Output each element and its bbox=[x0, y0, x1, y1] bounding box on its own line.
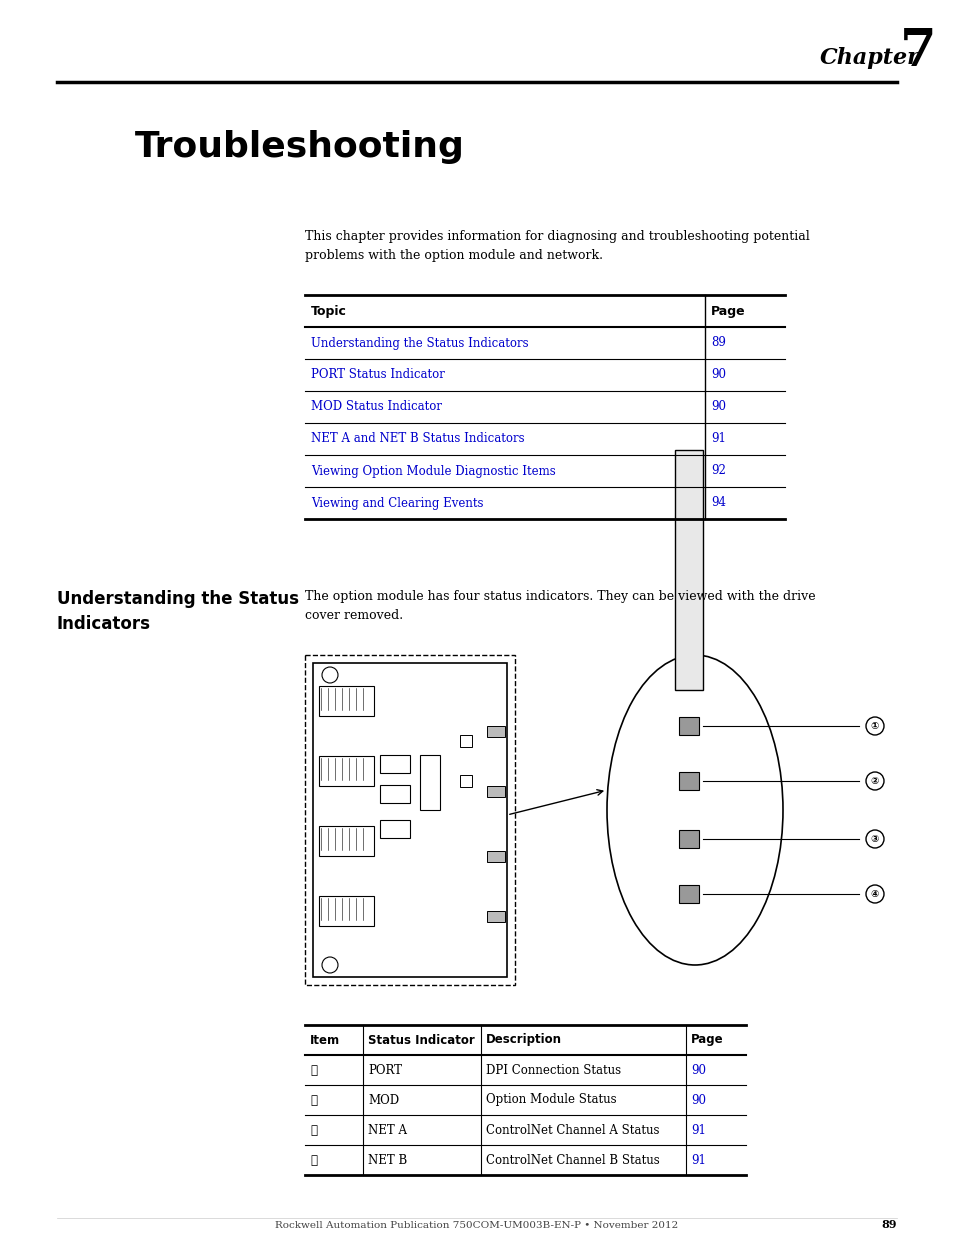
Text: ②: ② bbox=[310, 1093, 316, 1107]
Bar bbox=[419, 755, 439, 810]
Text: Page: Page bbox=[690, 1034, 723, 1046]
Text: 89: 89 bbox=[881, 1219, 896, 1230]
Text: 89: 89 bbox=[710, 336, 725, 350]
Text: Chapter: Chapter bbox=[820, 47, 919, 69]
Text: Rockwell Automation Publication 750COM-UM003B-EN-P • November 2012: Rockwell Automation Publication 750COM-U… bbox=[275, 1220, 678, 1230]
Text: Understanding the Status Indicators: Understanding the Status Indicators bbox=[311, 336, 528, 350]
Text: ④: ④ bbox=[310, 1153, 316, 1167]
Bar bbox=[679, 772, 699, 790]
Text: Troubleshooting: Troubleshooting bbox=[135, 130, 464, 164]
Text: The option module has four status indicators. They can be viewed with the drive
: The option module has four status indica… bbox=[305, 590, 815, 622]
Bar bbox=[459, 735, 472, 747]
Text: Option Module Status: Option Module Status bbox=[485, 1093, 616, 1107]
Text: MOD: MOD bbox=[368, 1093, 398, 1107]
Text: NET A: NET A bbox=[368, 1124, 407, 1136]
Bar bbox=[318, 685, 374, 716]
Text: MOD Status Indicator: MOD Status Indicator bbox=[311, 400, 441, 414]
Text: ③: ③ bbox=[870, 834, 879, 844]
Text: ①: ① bbox=[310, 1063, 316, 1077]
Text: Page: Page bbox=[710, 305, 745, 317]
Text: ControlNet Channel A Status: ControlNet Channel A Status bbox=[485, 1124, 659, 1136]
Text: 94: 94 bbox=[710, 496, 725, 510]
Text: NET B: NET B bbox=[368, 1153, 407, 1167]
Text: 7: 7 bbox=[899, 26, 936, 78]
Text: NET A and NET B Status Indicators: NET A and NET B Status Indicators bbox=[311, 432, 524, 446]
Text: ControlNet Channel B Status: ControlNet Channel B Status bbox=[485, 1153, 659, 1167]
Bar bbox=[679, 885, 699, 903]
Bar bbox=[486, 785, 504, 797]
Text: ③: ③ bbox=[310, 1124, 316, 1136]
Text: 91: 91 bbox=[710, 432, 725, 446]
Text: PORT Status Indicator: PORT Status Indicator bbox=[311, 368, 444, 382]
Text: Status Indicator: Status Indicator bbox=[368, 1034, 475, 1046]
Bar bbox=[486, 851, 504, 862]
Bar bbox=[318, 897, 374, 926]
Bar bbox=[486, 911, 504, 923]
Bar bbox=[379, 820, 410, 839]
Text: PORT: PORT bbox=[368, 1063, 401, 1077]
Text: Understanding the Status
Indicators: Understanding the Status Indicators bbox=[57, 590, 298, 634]
Bar bbox=[679, 830, 699, 848]
Bar bbox=[679, 718, 699, 735]
Bar bbox=[379, 755, 410, 773]
Bar bbox=[318, 826, 374, 856]
Bar bbox=[379, 785, 410, 803]
Bar bbox=[675, 450, 702, 690]
Text: Item: Item bbox=[310, 1034, 340, 1046]
Text: Viewing Option Module Diagnostic Items: Viewing Option Module Diagnostic Items bbox=[311, 464, 556, 478]
Bar bbox=[486, 726, 504, 737]
Text: ②: ② bbox=[870, 776, 879, 785]
Text: 91: 91 bbox=[690, 1153, 705, 1167]
Text: This chapter provides information for diagnosing and troubleshooting potential
p: This chapter provides information for di… bbox=[305, 230, 809, 262]
Text: 91: 91 bbox=[690, 1124, 705, 1136]
Text: 92: 92 bbox=[710, 464, 725, 478]
Bar bbox=[459, 776, 472, 787]
Text: ①: ① bbox=[870, 721, 879, 731]
Text: DPI Connection Status: DPI Connection Status bbox=[485, 1063, 620, 1077]
Text: 90: 90 bbox=[690, 1063, 705, 1077]
Bar bbox=[318, 756, 374, 785]
Text: Viewing and Clearing Events: Viewing and Clearing Events bbox=[311, 496, 483, 510]
Text: Description: Description bbox=[485, 1034, 561, 1046]
Text: ④: ④ bbox=[870, 889, 879, 899]
Text: 90: 90 bbox=[710, 400, 725, 414]
Text: 90: 90 bbox=[710, 368, 725, 382]
Text: Topic: Topic bbox=[311, 305, 347, 317]
Text: 90: 90 bbox=[690, 1093, 705, 1107]
